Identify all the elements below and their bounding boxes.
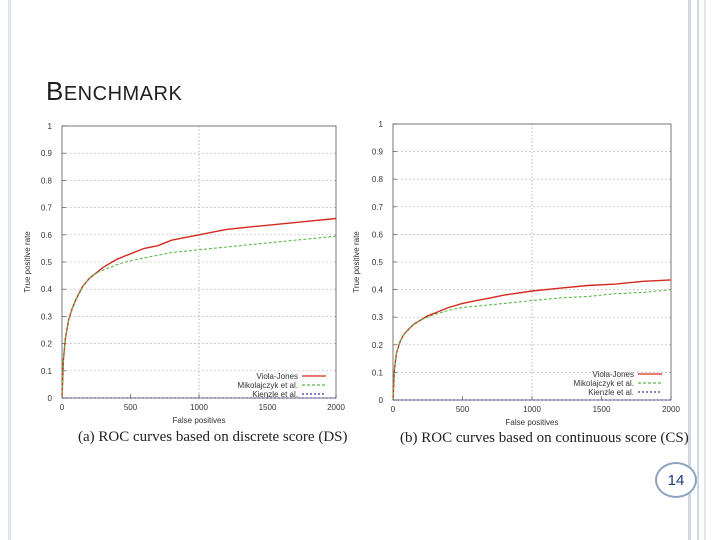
x-tick-label: 1000 — [190, 403, 208, 412]
y-tick-label: 0.2 — [41, 340, 53, 349]
x-tick-label: 2000 — [327, 403, 345, 412]
y-tick-label: 0.5 — [41, 258, 53, 267]
x-tick-label: 2000 — [662, 405, 680, 414]
x-tick-label: 1500 — [259, 403, 277, 412]
legend-label: Mikolajczyk et al. — [238, 381, 298, 390]
chart-a: 0 500 1000 1500 2000 0 0.1 0.2 0.3 0.4 0.5 0.6 0.7 0.… — [23, 122, 348, 445]
y-tick-label: 0.8 — [372, 175, 384, 184]
chart-b: 0 500 1000 1500 2000 0 0.1 0.2 0.3 0.4 0.5 0.6 0.7 0.… — [352, 120, 689, 446]
y-tick-label: 0 — [48, 394, 53, 403]
slide-frame-right — [704, 0, 706, 540]
mikolajczyk-line — [61, 235, 337, 399]
viola-jones-line — [61, 217, 337, 399]
slide-title: BENCHMARK — [46, 76, 182, 107]
slide-frame-right — [697, 0, 699, 540]
y-tick-label: 0.4 — [41, 285, 53, 294]
page-number: 14 — [655, 462, 697, 498]
x-tick-label: 0 — [391, 405, 396, 414]
y-tick-label: 0.1 — [41, 367, 53, 376]
x-axis-label: False positives — [173, 416, 226, 425]
y-tick-label: 0.8 — [41, 176, 53, 185]
y-tick-label: 1 — [379, 120, 384, 129]
legend-label: Kienzle et al. — [252, 390, 298, 399]
y-axis-label: True positive rate — [23, 231, 32, 293]
y-tick-label: 0.9 — [41, 149, 53, 158]
x-tick-label: 500 — [456, 405, 470, 414]
y-tick-label: 0.4 — [372, 286, 384, 295]
x-tick-label: 500 — [124, 403, 138, 412]
y-tick-label: 0.5 — [372, 258, 384, 267]
y-tick-label: 0.7 — [41, 204, 53, 213]
y-tick-label: 0.9 — [372, 148, 384, 157]
chart-caption: (a) ROC curves based on discrete score (… — [78, 429, 348, 445]
x-tick-label: 1500 — [593, 405, 611, 414]
y-axis-label: True positive rate — [352, 231, 361, 293]
y-tick-label: 0.3 — [41, 312, 53, 321]
slide-frame-left — [8, 0, 11, 540]
legend-label: Mikolajczyk et al. — [574, 379, 634, 388]
slide-frame-right — [688, 0, 691, 540]
legend-label: Kienzle et al. — [588, 388, 634, 397]
y-tick-label: 0.7 — [372, 203, 384, 212]
slide-title-initial: B — [46, 76, 64, 106]
chart-caption: (b) ROC curves based on continuous score… — [400, 430, 689, 446]
y-tick-label: 0.1 — [372, 368, 384, 377]
y-tick-label: 0 — [379, 396, 384, 405]
y-tick-label: 0.3 — [372, 313, 384, 322]
x-axis-label: False positives — [506, 418, 559, 427]
y-tick-label: 1 — [48, 122, 53, 131]
slide-title-rest: ENCHMARK — [63, 83, 183, 105]
legend-label: Viola-Jones — [592, 370, 634, 379]
y-tick-label: 0.6 — [372, 230, 384, 239]
x-tick-label: 0 — [60, 403, 65, 412]
y-tick-label: 0.6 — [41, 231, 53, 240]
legend-label: Viola-Jones — [256, 372, 298, 381]
page-number-text: 14 — [667, 471, 685, 489]
y-tick-label: 0.2 — [372, 341, 384, 350]
x-tick-label: 1000 — [523, 405, 541, 414]
mikolajczyk-line — [392, 289, 672, 401]
